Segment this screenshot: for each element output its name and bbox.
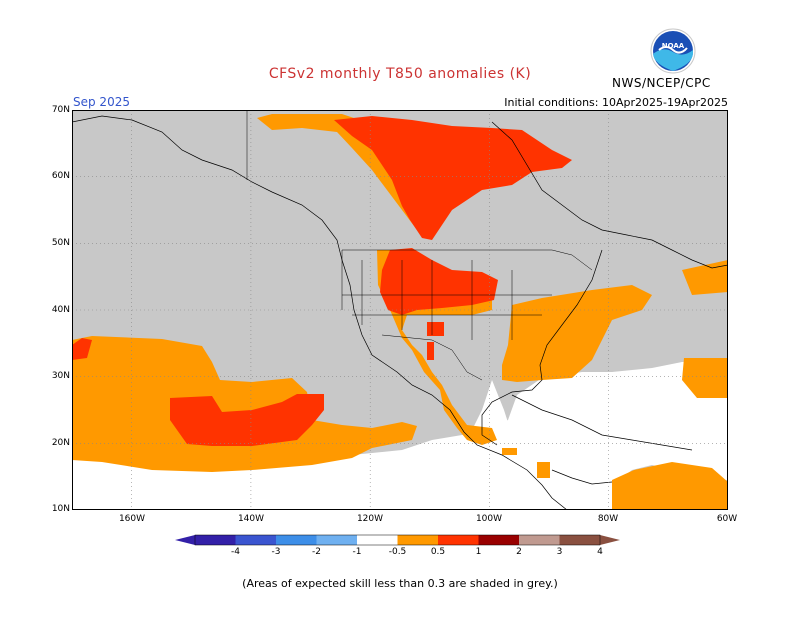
lon-label-60w: 60W <box>716 514 738 524</box>
colorbar-arrow-low <box>175 535 195 545</box>
coastlines <box>72 115 728 510</box>
colorbar-swatch <box>316 535 357 545</box>
lat-label-70n: 70N <box>51 105 70 115</box>
forecast-month: Sep 2025 <box>73 95 130 109</box>
agency-label: NWS/NCEP/CPC <box>612 76 711 90</box>
footnote: (Areas of expected skill less than 0.3 a… <box>242 577 558 590</box>
colorbar-tick-label: -4 <box>231 547 240 557</box>
colorbar-tick-label: -0.5 <box>388 547 407 557</box>
no-anomaly-regions <box>72 360 728 510</box>
political-borders <box>246 110 593 381</box>
lon-label-100w: 100W <box>475 514 503 524</box>
map-title: CFSv2 monthly T850 anomalies (K) <box>268 66 532 82</box>
colorbar-arrow-high <box>600 535 620 545</box>
svg-text:NOAA: NOAA <box>662 42 685 50</box>
anomaly-red-regions <box>72 116 572 446</box>
lon-label-120w: 120W <box>356 514 384 524</box>
lat-label-40n: 40N <box>51 305 70 315</box>
colorbar-swatch <box>357 535 398 545</box>
lat-label-20n: 20N <box>51 438 70 448</box>
colorbar-swatch <box>438 535 479 545</box>
map-border <box>72 110 728 510</box>
colorbar-swatch <box>276 535 317 545</box>
lat-label-10n: 10N <box>51 504 70 514</box>
lat-label-30n: 30N <box>51 371 70 381</box>
colorbar-tick-label: -3 <box>271 547 281 557</box>
colorbar <box>175 534 620 546</box>
lat-label-60n: 60N <box>51 171 70 181</box>
colorbar-swatch <box>478 535 519 545</box>
colorbar-swatch <box>559 535 600 545</box>
graticule <box>72 110 728 510</box>
colorbar-swatch <box>519 535 560 545</box>
colorbar-tick-label: 2 <box>516 547 522 557</box>
initial-conditions: Initial conditions: 10Apr2025-19Apr2025 <box>504 96 728 109</box>
colorbar-swatch <box>235 535 276 545</box>
colorbar-tick-label: -1 <box>352 547 362 557</box>
colorbar-swatch <box>397 535 438 545</box>
lon-label-160w: 160W <box>118 514 146 524</box>
lat-label-50n: 50N <box>51 238 70 248</box>
colorbar-tick-label: -2 <box>312 547 321 557</box>
noaa-logo-icon: NOAA <box>650 28 696 74</box>
forecast-map <box>72 110 728 510</box>
colorbar-tick-label: 4 <box>597 547 603 557</box>
colorbar-tick-label: 3 <box>556 547 563 557</box>
colorbar-tick-label: 0.5 <box>430 547 446 557</box>
colorbar-tick-label: 1 <box>475 547 482 557</box>
colorbar-swatch <box>195 535 236 545</box>
lon-label-140w: 140W <box>237 514 265 524</box>
colorbar-outline <box>194 534 601 546</box>
lon-label-80w: 80W <box>597 514 619 524</box>
